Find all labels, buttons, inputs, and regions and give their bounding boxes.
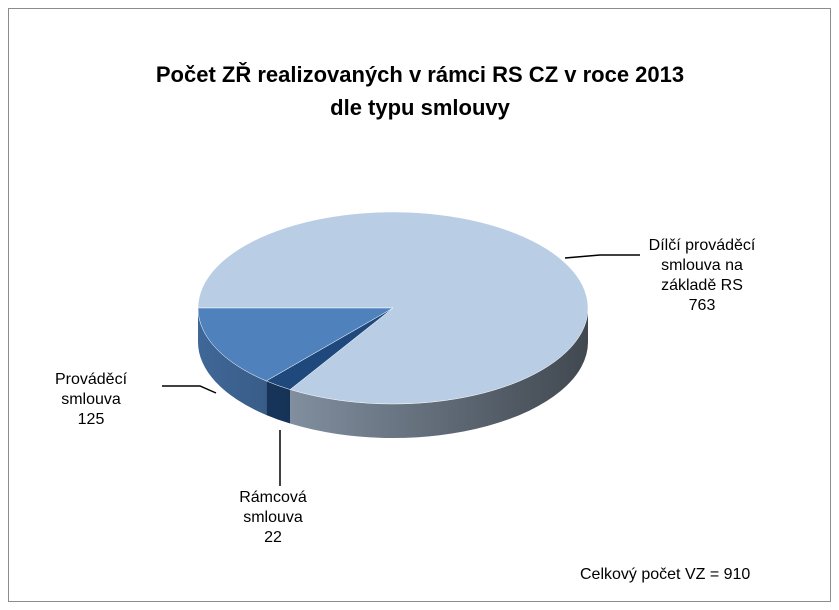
chart-title: Počet ZŘ realizovaných v rámci RS CZ v r… bbox=[155, 62, 685, 120]
slice-side bbox=[266, 380, 291, 424]
leader-line bbox=[162, 385, 217, 394]
leader-line bbox=[564, 254, 640, 259]
slice bbox=[197, 307, 394, 382]
slice-side bbox=[198, 308, 267, 415]
pie-sides bbox=[198, 308, 588, 438]
slice-side bbox=[290, 308, 588, 438]
slice-label: Rámcová smlouva 22 bbox=[239, 489, 307, 546]
slice-label: Dílčí prováděcí smlouva na základě RS 763 bbox=[648, 237, 756, 314]
pie-tops bbox=[197, 211, 589, 405]
annotation: Celkový počet VZ = 910 bbox=[580, 566, 751, 583]
slice-label: Prováděcí smlouva 125 bbox=[54, 371, 128, 428]
